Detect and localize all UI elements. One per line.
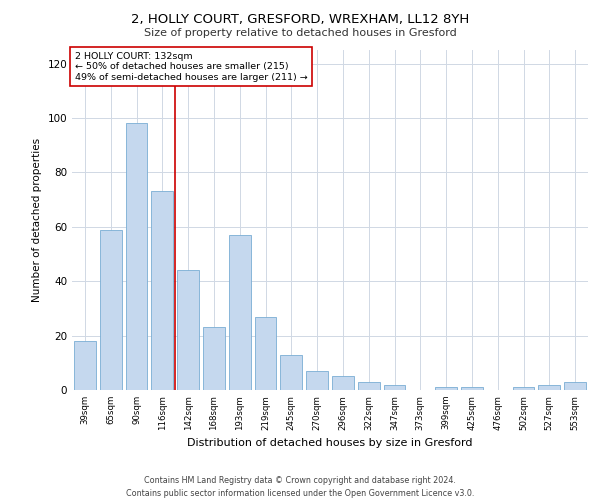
Bar — [177, 270, 199, 390]
Bar — [306, 371, 328, 390]
Bar — [151, 192, 173, 390]
Bar — [538, 384, 560, 390]
Y-axis label: Number of detached properties: Number of detached properties — [32, 138, 42, 302]
X-axis label: Distribution of detached houses by size in Gresford: Distribution of detached houses by size … — [187, 438, 473, 448]
Text: 2 HOLLY COURT: 132sqm
← 50% of detached houses are smaller (215)
49% of semi-det: 2 HOLLY COURT: 132sqm ← 50% of detached … — [74, 52, 307, 82]
Bar — [512, 388, 535, 390]
Bar — [254, 316, 277, 390]
Bar — [461, 388, 483, 390]
Text: Size of property relative to detached houses in Gresford: Size of property relative to detached ho… — [143, 28, 457, 38]
Bar — [229, 235, 251, 390]
Bar — [435, 388, 457, 390]
Bar — [332, 376, 354, 390]
Bar — [74, 341, 96, 390]
Bar — [280, 354, 302, 390]
Bar — [203, 328, 225, 390]
Text: Contains HM Land Registry data © Crown copyright and database right 2024.
Contai: Contains HM Land Registry data © Crown c… — [126, 476, 474, 498]
Bar — [125, 124, 148, 390]
Bar — [100, 230, 122, 390]
Bar — [358, 382, 380, 390]
Text: 2, HOLLY COURT, GRESFORD, WREXHAM, LL12 8YH: 2, HOLLY COURT, GRESFORD, WREXHAM, LL12 … — [131, 12, 469, 26]
Bar — [564, 382, 586, 390]
Bar — [383, 384, 406, 390]
